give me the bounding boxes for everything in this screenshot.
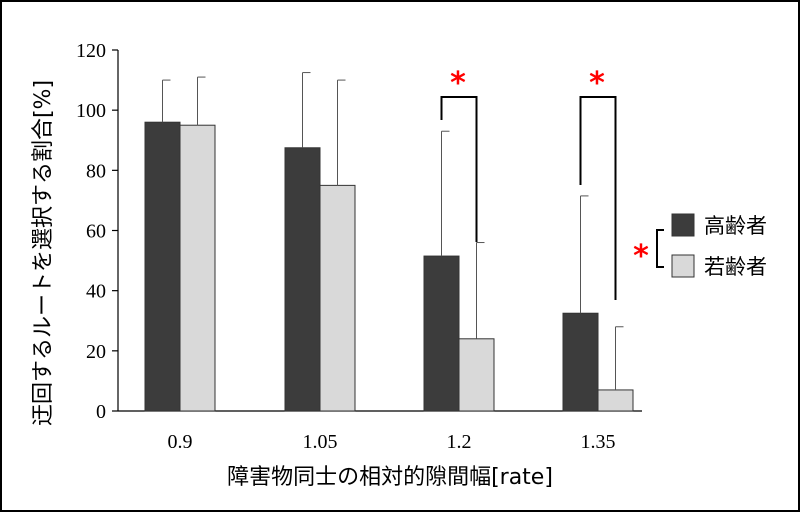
x-axis-label: 障害物同士の相対的隙間幅[rate] <box>227 465 553 490</box>
y-tick-label: 40 <box>86 281 106 303</box>
y-tick-label: 100 <box>76 100 106 122</box>
y-tick-label: 20 <box>86 341 106 363</box>
significance-bracket <box>579 96 617 300</box>
y-tick-label: 120 <box>76 40 106 62</box>
legend-swatch-elderly <box>671 213 695 237</box>
significance-bracket <box>440 96 478 242</box>
y-tick-label: 80 <box>86 160 106 182</box>
x-tick-label: 0.9 <box>168 431 193 453</box>
bar-elderly-1.05 <box>284 147 321 412</box>
bar-young-0.9 <box>179 124 216 412</box>
y-axis-label: 迂回するルートを選択する割合[%] <box>31 80 56 426</box>
y-tick-label: 0 <box>96 401 106 423</box>
bar-young-1.2 <box>458 338 495 412</box>
bar-young-1.35 <box>597 389 634 412</box>
legend-label-elderly: 高齢者 <box>704 214 767 238</box>
y-tick-label: 60 <box>86 221 106 243</box>
x-tick-label: 1.2 <box>447 431 472 453</box>
legend-label-young: 若齢者 <box>704 255 767 279</box>
legend-swatch-young <box>671 254 695 278</box>
bar-elderly-1.35 <box>562 312 599 412</box>
significance-star: * <box>450 66 466 101</box>
x-tick-label: 1.05 <box>303 431 338 453</box>
significance-star: * <box>589 66 605 101</box>
x-tick-label: 1.35 <box>581 431 616 453</box>
legend-significance-star: * <box>633 239 649 274</box>
bar-elderly-1.2 <box>423 255 460 412</box>
bar-elderly-0.9 <box>144 121 181 412</box>
legend-significance-bracket <box>656 229 664 268</box>
bar-young-1.05 <box>319 184 356 412</box>
